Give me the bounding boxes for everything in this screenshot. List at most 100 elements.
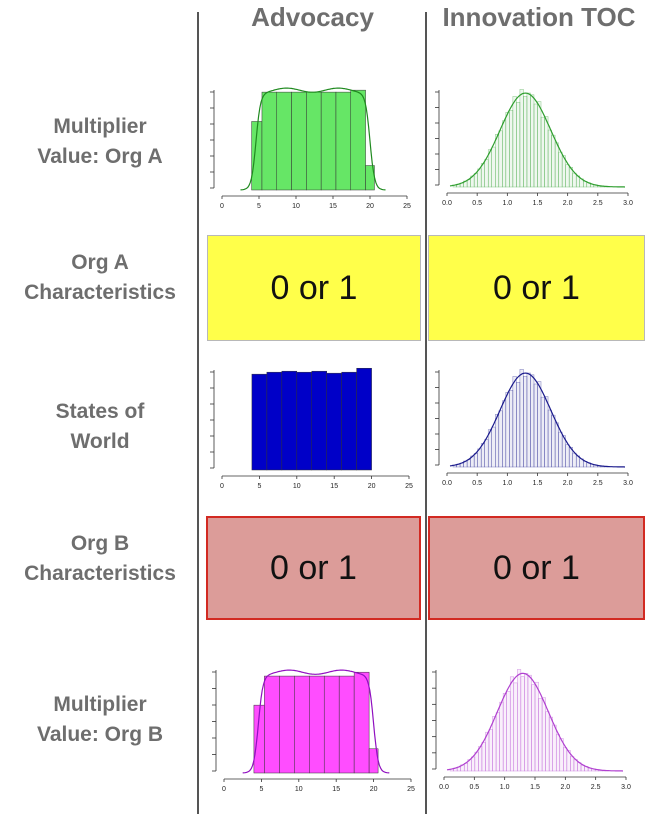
histogram-bar (517, 669, 522, 772)
column-header-innovation-toc: Innovation TOC (442, 2, 636, 32)
histogram-bar (480, 163, 485, 188)
x-tick-label: 20 (366, 203, 374, 210)
histogram-bar (291, 91, 307, 191)
row-label-line: World (70, 430, 130, 453)
histogram-bar (326, 372, 342, 471)
row-label-line: States of (55, 400, 145, 423)
x-tick-label: 3.0 (621, 784, 631, 791)
org-a-innovation-box: 0 or 1 (428, 235, 645, 341)
histogram-bar (338, 675, 355, 774)
histogram-bar (498, 410, 503, 468)
histogram-bar (495, 134, 500, 188)
histogram-bar (551, 414, 556, 468)
histogram-bar (523, 375, 528, 468)
x-tick-label: 0.0 (442, 200, 452, 207)
histogram-bar (552, 724, 557, 772)
histogram-bar (309, 675, 325, 774)
x-tick-label: 3.0 (623, 480, 633, 487)
density-curve (240, 87, 386, 191)
histogram-bar (279, 675, 295, 774)
histogram-bar (534, 681, 539, 772)
histogram-bar (264, 675, 280, 774)
row-label-line: Characteristics (24, 281, 176, 304)
org-b-advocacy-box: 0 or 1 (206, 516, 421, 620)
histogram-bar (519, 369, 524, 468)
histogram-bar (545, 711, 550, 772)
histogram-bar (320, 91, 337, 191)
histogram-bar (505, 391, 510, 468)
histogram-bar (530, 94, 535, 188)
x-tick-label: 1.0 (502, 200, 512, 207)
histogram-bar (484, 159, 489, 188)
histogram-bar (570, 756, 575, 772)
x-tick-label: 2.0 (563, 200, 573, 207)
histogram-bar (281, 370, 298, 471)
x-tick-label: 10 (292, 203, 300, 210)
x-tick-label: 0 (220, 203, 224, 210)
histogram-bar (480, 443, 485, 468)
histogram-bar (544, 116, 549, 188)
histogram-bar (335, 91, 352, 191)
x-tick-label: 15 (329, 203, 337, 210)
histogram-bar (471, 756, 476, 772)
histogram-bar (502, 400, 507, 468)
histogram-bar (294, 675, 310, 774)
histogram-bar (505, 111, 510, 188)
histogram-bar (512, 96, 517, 188)
x-tick-label: 25 (407, 786, 415, 793)
histogram-bar (481, 742, 486, 772)
histogram-bar (548, 716, 553, 772)
histogram-bar (356, 367, 372, 471)
histogram-bar (565, 444, 570, 468)
histogram-bar (538, 698, 543, 772)
x-tick-label: 0.0 (439, 784, 449, 791)
x-tick-label: 1.0 (502, 480, 512, 487)
histogram-bar (537, 381, 542, 468)
histogram-bar (477, 448, 482, 468)
row-label-line: Org A (71, 251, 129, 274)
x-tick-label: 25 (405, 483, 413, 490)
histogram-bar (540, 396, 545, 468)
histogram-bar (495, 414, 500, 468)
histogram-bar (509, 390, 514, 468)
histogram-bar (473, 453, 478, 468)
x-tick-label: 20 (370, 786, 378, 793)
histogram-bar (551, 134, 556, 188)
x-tick-label: 10 (293, 483, 301, 490)
histogram-bar (524, 673, 529, 772)
x-tick-label: 2.5 (593, 200, 603, 207)
histogram-bar (474, 751, 479, 772)
histogram-bar (572, 172, 577, 188)
x-tick-label: 10 (295, 786, 303, 793)
histogram-bar (547, 409, 552, 468)
x-tick-label: 0.5 (472, 200, 482, 207)
histogram-bar (565, 164, 570, 188)
histogram-bar (466, 179, 471, 188)
row-label-line: Characteristics (24, 562, 176, 585)
x-tick-label: 25 (403, 203, 411, 210)
x-tick-label: 1.5 (533, 480, 543, 487)
advocacy-org-b-histogram: 0 5 10 15 20 25 (212, 669, 415, 793)
histogram-bar (547, 129, 552, 188)
histogram-bar (341, 371, 357, 471)
x-tick-label: 15 (330, 483, 338, 490)
row-label-org-b-characteristics: Org B Characteristics (0, 529, 200, 589)
histogram-bar (473, 173, 478, 188)
histogram-bar (484, 439, 489, 468)
histogram-bar (495, 712, 500, 772)
histogram-bar (261, 91, 278, 191)
histogram-bar (492, 716, 497, 772)
x-tick-label: 1.5 (533, 200, 543, 207)
x-tick-label: 0.0 (442, 480, 452, 487)
org-a-advocacy-box: 0 or 1 (207, 235, 421, 341)
histogram-bar (499, 701, 504, 772)
histogram-bar (491, 146, 496, 188)
row-label-multiplier-org-b: Multiplier Value: Org B (0, 690, 200, 750)
x-tick-label: 2.5 (591, 784, 601, 791)
column-divider-left (197, 12, 199, 814)
histogram-bar (516, 102, 521, 188)
histogram-bar (463, 763, 469, 772)
histogram-bar (266, 371, 283, 471)
x-tick-label: 20 (368, 483, 376, 490)
row-label-states-of-world: States of World (0, 397, 200, 457)
